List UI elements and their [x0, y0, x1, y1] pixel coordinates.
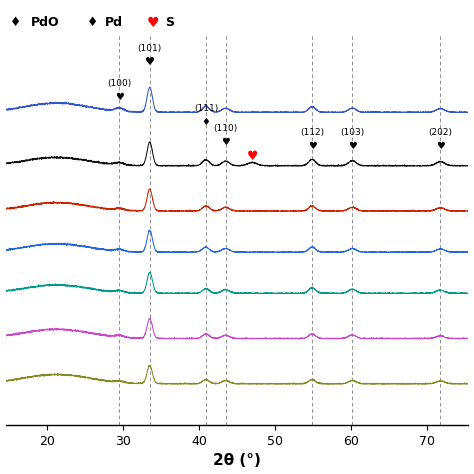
- Text: (101): (101): [137, 44, 162, 53]
- Text: ♥: ♥: [348, 141, 357, 151]
- Text: (100): (100): [107, 79, 131, 88]
- Text: ♥: ♥: [147, 16, 159, 30]
- Text: (111): (111): [194, 103, 218, 112]
- Text: ♦: ♦: [87, 16, 98, 29]
- Text: ♥: ♥: [115, 92, 124, 102]
- Text: ♦: ♦: [201, 117, 210, 127]
- Text: ♦: ♦: [10, 16, 21, 29]
- Text: PdO: PdO: [31, 16, 60, 29]
- Text: ♥: ♥: [308, 141, 317, 151]
- Text: Pd: Pd: [105, 16, 123, 29]
- Text: ♥: ♥: [246, 150, 258, 164]
- Text: ♥: ♥: [221, 137, 230, 147]
- Text: S: S: [165, 16, 174, 29]
- X-axis label: 2θ (°): 2θ (°): [213, 454, 261, 468]
- Text: (103): (103): [340, 128, 365, 137]
- Text: (202): (202): [428, 128, 452, 137]
- Text: (112): (112): [300, 128, 324, 137]
- Text: ♥: ♥: [436, 141, 445, 151]
- Text: ♥: ♥: [145, 57, 155, 67]
- Text: (110): (110): [213, 124, 238, 133]
